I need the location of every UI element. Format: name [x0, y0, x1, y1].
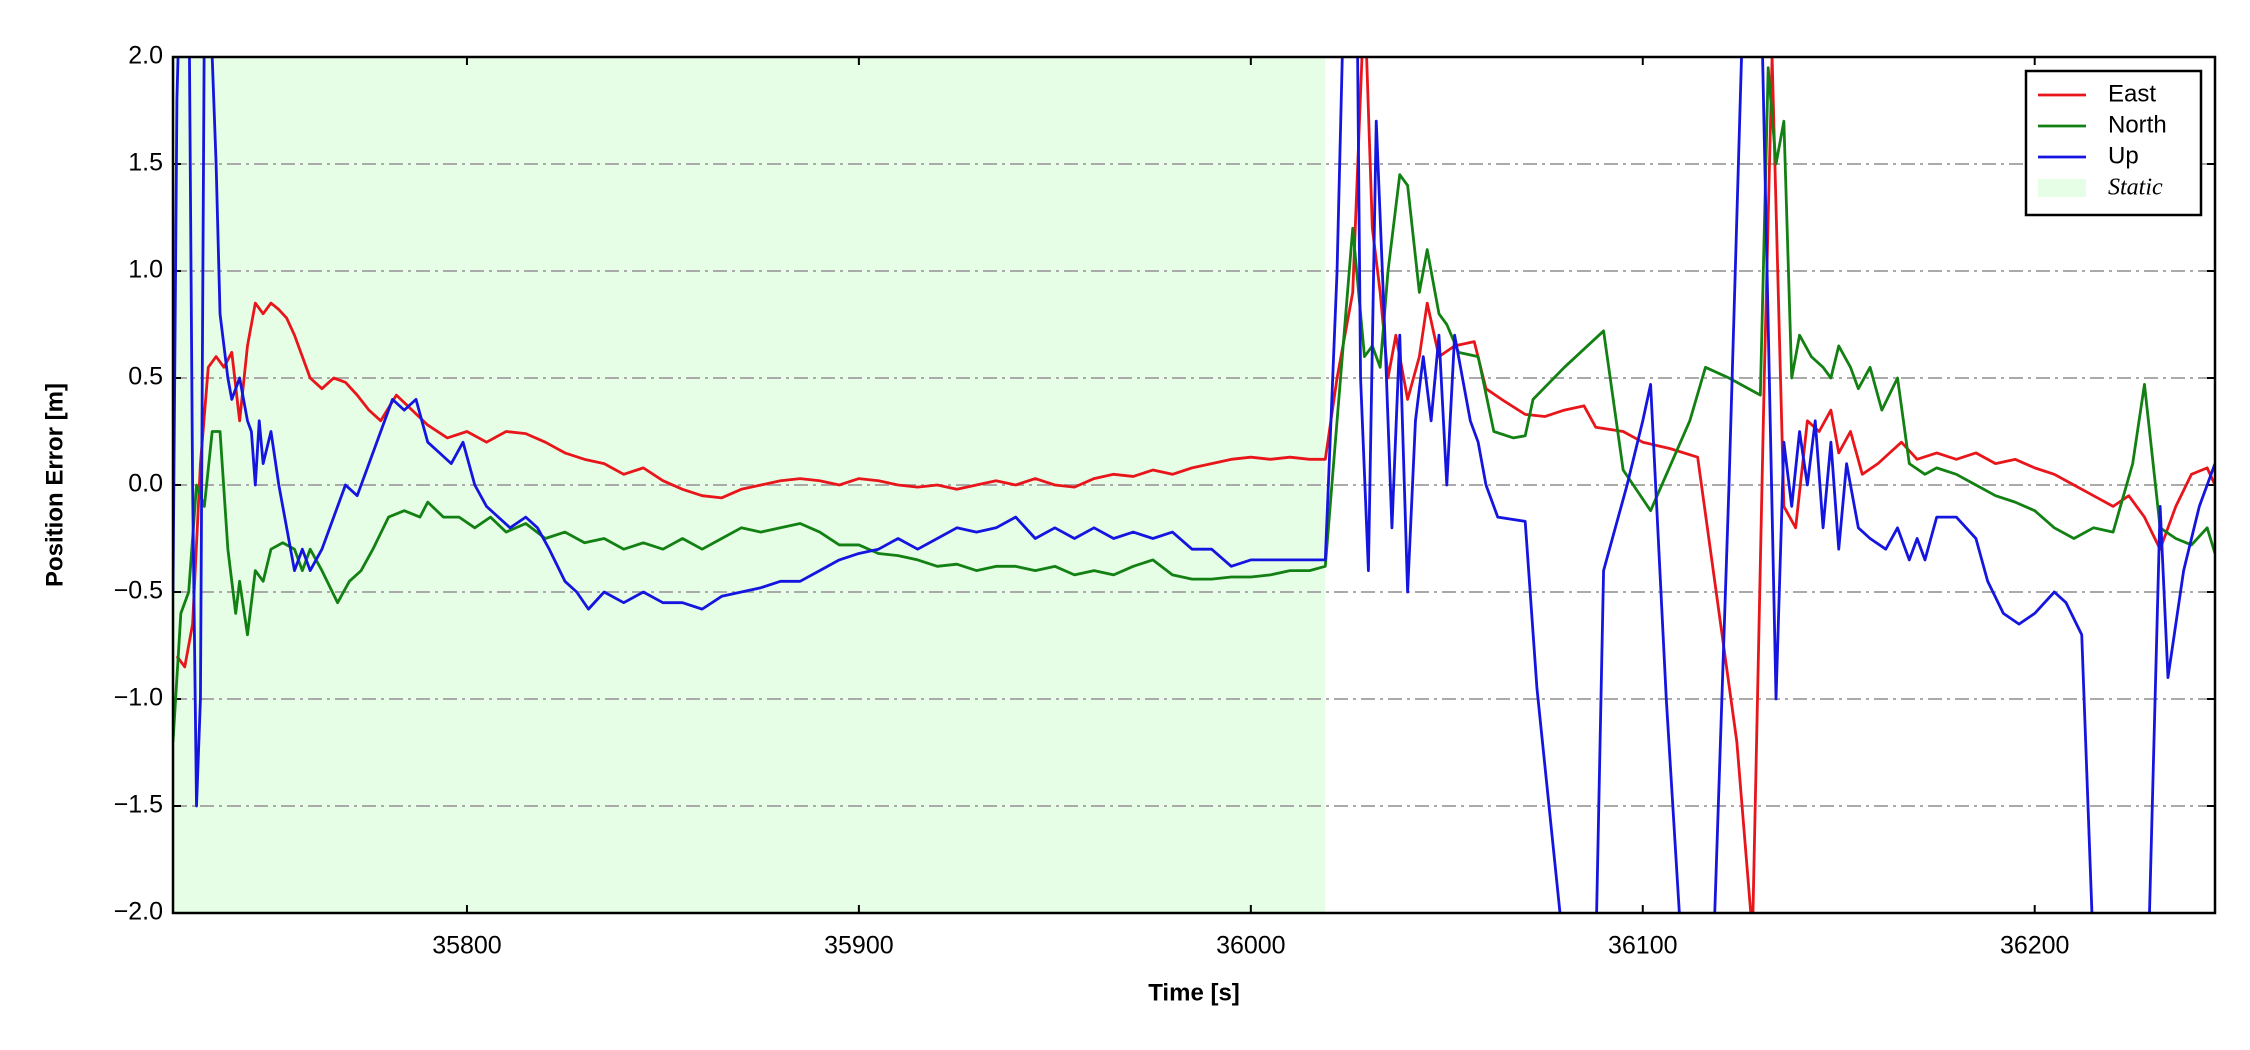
y-axis-label: Position Error [m]: [41, 383, 68, 587]
y-tick-label: 2.0: [128, 42, 163, 70]
y-tick-label: −2.0: [114, 898, 163, 926]
x-tick-label: 36000: [1216, 932, 1286, 960]
legend-swatch: [2038, 179, 2086, 197]
y-tick-label: −1.0: [114, 684, 163, 712]
series-line: [175, 57, 2215, 913]
y-tick-label: 0.5: [128, 363, 163, 391]
legend-label: Up: [2108, 142, 2139, 169]
y-tick-label: −1.5: [114, 791, 163, 819]
x-axis-label: Time [s]: [1148, 979, 1240, 1006]
x-tick-label: 35900: [824, 932, 894, 960]
x-tick-label: 36100: [1608, 932, 1678, 960]
x-tick-label: 35800: [432, 932, 502, 960]
y-tick-label: 1.5: [128, 149, 163, 177]
plot-frame: [171, 55, 2217, 915]
legend-label: Static: [2108, 175, 2163, 201]
legend-label: North: [2108, 111, 2167, 138]
series-line: [173, 57, 2215, 913]
y-tick-label: 0.0: [128, 470, 163, 498]
y-tick-label: 1.0: [128, 256, 163, 284]
x-tick-label: 36200: [2000, 932, 2070, 960]
series-line: [173, 66, 2215, 742]
y-tick-label: −0.5: [114, 577, 163, 605]
plot-lines: [173, 57, 2215, 913]
legend-label: East: [2108, 80, 2156, 107]
